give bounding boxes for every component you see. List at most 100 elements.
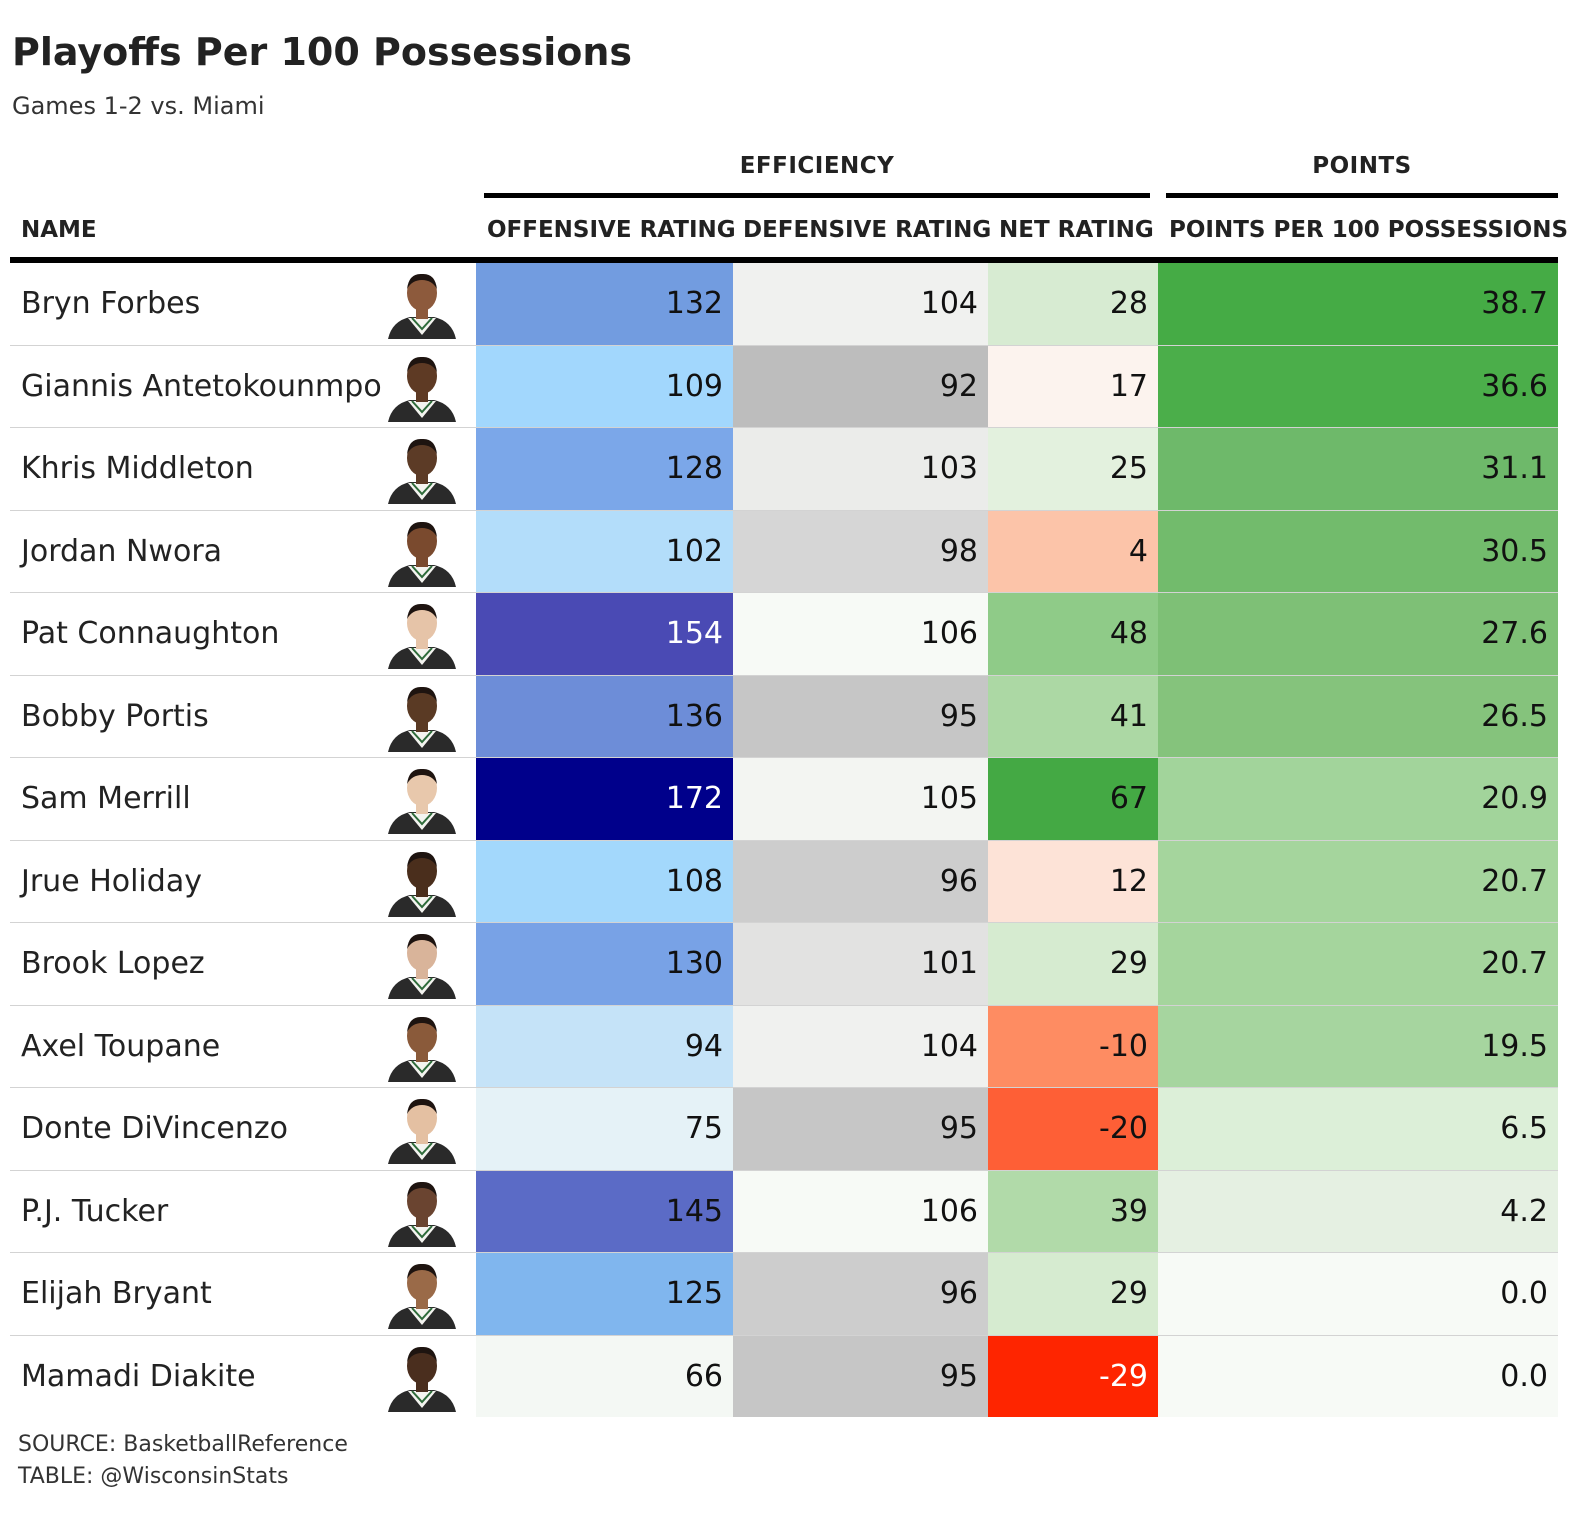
player-headshot [388, 851, 456, 917]
points-per-100-cell: 6.5 [1158, 1088, 1558, 1170]
player-name: Giannis Antetokounmpo [21, 368, 382, 404]
defensive-rating-cell: 95 [733, 1335, 988, 1417]
defensive-rating-cell: 101 [733, 923, 988, 1005]
net-rating-cell: 48 [988, 593, 1158, 675]
player-headshot [388, 1098, 456, 1164]
player-name: Mamadi Diakite [21, 1358, 256, 1394]
table-row: Mamadi Diakite 66 95 -29 0.0 [10, 1335, 1558, 1417]
player-headshot [388, 603, 456, 669]
table-row: Khris Middleton 128 103 25 31.1 [10, 428, 1558, 511]
points-per-100-cell: 26.5 [1158, 675, 1558, 757]
table-row: Sam Merrill 172 105 67 20.9 [10, 758, 1558, 841]
net-rating-cell: 12 [988, 840, 1158, 922]
table-row: Brook Lopez 130 101 29 20.7 [10, 923, 1558, 1006]
player-name: Pat Connaughton [21, 616, 280, 651]
points-per-100-cell: 27.6 [1158, 593, 1558, 675]
points-per-100-cell: 0.0 [1158, 1335, 1558, 1417]
player-headshot [388, 273, 456, 339]
table-title: Playoffs Per 100 Possessions [12, 30, 633, 74]
player-headshot [388, 1346, 456, 1412]
net-rating-cell: 17 [988, 345, 1158, 427]
spanner-efficiency: EFFICIENCY [484, 150, 1150, 200]
player-headshot [388, 768, 456, 834]
player-name-cell: Jrue Holiday [10, 841, 476, 923]
player-name: Jordan Nwora [21, 533, 223, 569]
player-headshot [388, 933, 456, 999]
spanner-efficiency-rule [484, 193, 1150, 198]
credit-note: TABLE: @WisconsinStats [18, 1464, 289, 1489]
column-header-offensive-rating: OFFENSIVE RATING [487, 217, 736, 243]
player-name: P.J. Tucker [21, 1193, 169, 1229]
offensive-rating-cell: 132 [476, 263, 733, 345]
net-rating-cell: 41 [988, 675, 1158, 757]
spanner-efficiency-label: EFFICIENCY [739, 153, 895, 179]
player-name: Brook Lopez [21, 946, 205, 981]
spanner-points: POINTS [1166, 150, 1558, 200]
points-per-100-cell: 19.5 [1158, 1005, 1558, 1087]
table-row: Elijah Bryant 125 96 29 0.0 [10, 1253, 1558, 1336]
net-rating-cell: 29 [988, 1253, 1158, 1335]
net-rating-cell: 67 [988, 758, 1158, 840]
offensive-rating-cell: 75 [476, 1088, 733, 1170]
net-rating-cell: -29 [988, 1335, 1158, 1417]
table-row: Donte DiVincenzo 75 95 -20 6.5 [10, 1088, 1558, 1171]
player-name-cell: Sam Merrill [10, 758, 476, 840]
player-name: Bryn Forbes [21, 286, 201, 321]
table-row: Jrue Holiday 108 96 12 20.7 [10, 840, 1558, 923]
points-per-100-cell: 30.5 [1158, 510, 1558, 592]
offensive-rating-cell: 130 [476, 923, 733, 1005]
player-name: Jrue Holiday [21, 863, 202, 899]
header-rule [10, 257, 1558, 263]
player-name-cell: Donte DiVincenzo [10, 1088, 476, 1170]
player-name-cell: Khris Middleton [10, 428, 476, 510]
table-body: Bryn Forbes 132 104 28 38.7 Giannis Antetokou… [10, 263, 1558, 1417]
table-row: Giannis Antetokounmpo 109 92 17 36.6 [10, 345, 1558, 428]
player-name-cell: Brook Lopez [10, 923, 476, 1005]
points-per-100-cell: 20.9 [1158, 758, 1558, 840]
player-name: Khris Middleton [21, 451, 254, 486]
table-row: Bobby Portis 136 95 41 26.5 [10, 675, 1558, 758]
defensive-rating-cell: 105 [733, 758, 988, 840]
player-name-cell: Giannis Antetokounmpo [10, 346, 476, 428]
defensive-rating-cell: 104 [733, 263, 988, 345]
points-per-100-cell: 4.2 [1158, 1170, 1558, 1252]
defensive-rating-cell: 92 [733, 345, 988, 427]
points-per-100-cell: 31.1 [1158, 428, 1558, 510]
net-rating-cell: -20 [988, 1088, 1158, 1170]
offensive-rating-cell: 102 [476, 510, 733, 592]
defensive-rating-cell: 96 [733, 840, 988, 922]
defensive-rating-cell: 95 [733, 675, 988, 757]
defensive-rating-cell: 96 [733, 1253, 988, 1335]
player-headshot [388, 1263, 456, 1329]
player-headshot [388, 521, 456, 587]
player-headshot [388, 438, 456, 504]
table-row: Bryn Forbes 132 104 28 38.7 [10, 263, 1558, 346]
player-headshot [388, 686, 456, 752]
column-header-name: NAME [21, 217, 97, 243]
spanner-points-label: POINTS [1312, 153, 1412, 179]
player-name: Axel Toupane [21, 1028, 221, 1064]
offensive-rating-cell: 154 [476, 593, 733, 675]
offensive-rating-cell: 128 [476, 428, 733, 510]
column-header-net-rating: NET RATING [999, 217, 1154, 243]
column-header-defensive-rating: DEFENSIVE RATING [743, 217, 992, 243]
player-headshot [388, 1016, 456, 1082]
source-note: SOURCE: BasketballReference [18, 1432, 348, 1457]
player-name: Elijah Bryant [21, 1276, 212, 1311]
defensive-rating-cell: 103 [733, 428, 988, 510]
defensive-rating-cell: 106 [733, 1170, 988, 1252]
player-name-cell: P.J. Tucker [10, 1171, 476, 1253]
player-headshot [388, 356, 456, 422]
player-name-cell: Jordan Nwora [10, 511, 476, 593]
offensive-rating-cell: 94 [476, 1005, 733, 1087]
offensive-rating-cell: 172 [476, 758, 733, 840]
offensive-rating-cell: 125 [476, 1253, 733, 1335]
net-rating-cell: -10 [988, 1005, 1158, 1087]
player-name: Sam Merrill [21, 781, 191, 816]
player-name: Bobby Portis [21, 698, 209, 734]
defensive-rating-cell: 104 [733, 1005, 988, 1087]
column-header-points-per-100: POINTS PER 100 POSSESSIONS [1169, 217, 1569, 243]
offensive-rating-cell: 108 [476, 840, 733, 922]
points-per-100-cell: 38.7 [1158, 263, 1558, 345]
net-rating-cell: 4 [988, 510, 1158, 592]
